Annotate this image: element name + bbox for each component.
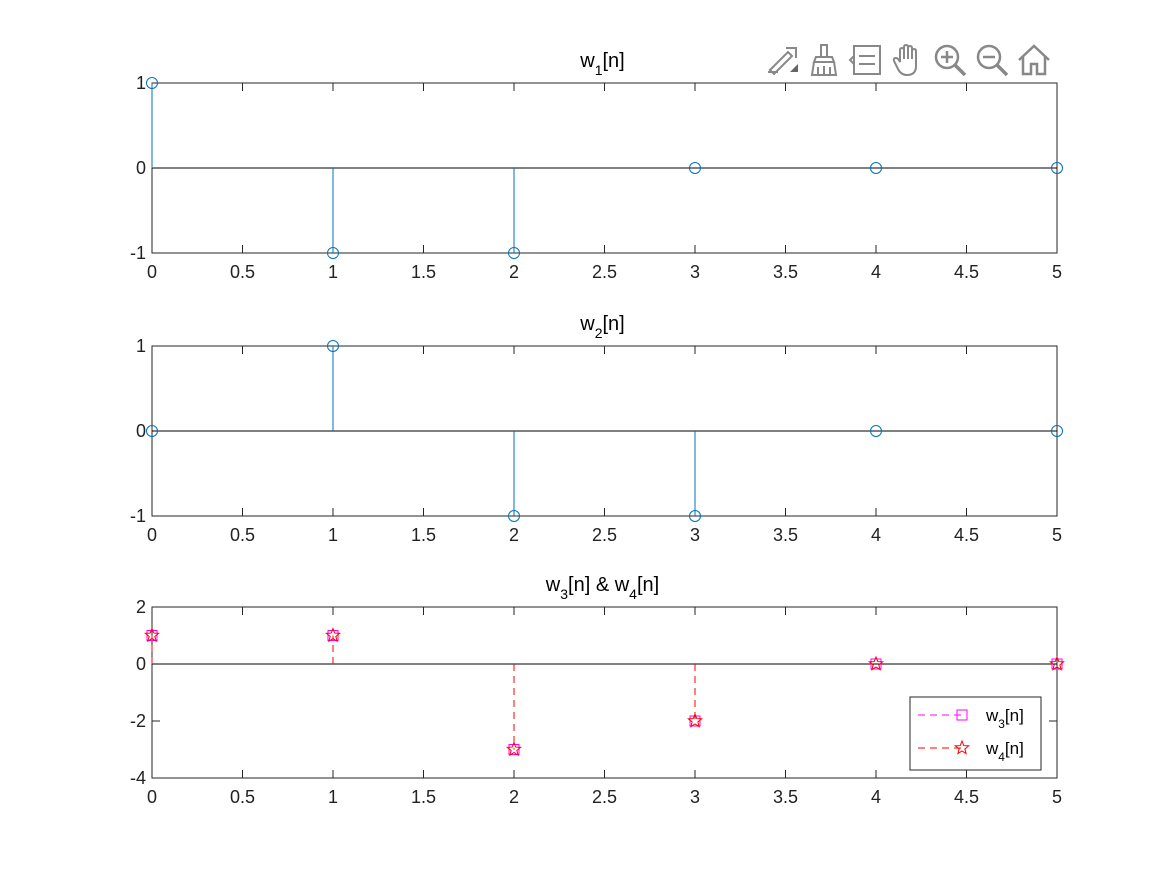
zoom-out-button[interactable] bbox=[972, 40, 1012, 80]
series-2 bbox=[144, 627, 1065, 757]
legend-marker bbox=[954, 739, 970, 755]
x-tick-label: 4.5 bbox=[954, 262, 979, 282]
subplot-title: w2[n] bbox=[579, 313, 625, 341]
stem-marker bbox=[327, 247, 339, 259]
stem-marker bbox=[1051, 658, 1063, 670]
pan-button[interactable] bbox=[888, 40, 928, 80]
x-tick-label: 2.5 bbox=[592, 525, 617, 545]
x-tick-label: 3 bbox=[690, 525, 700, 545]
x-tick-label: 1.5 bbox=[411, 525, 436, 545]
x-tick-label: 2 bbox=[509, 262, 519, 282]
x-tick-label: 4.5 bbox=[954, 787, 979, 807]
series-1 bbox=[146, 340, 1063, 522]
subplot-3: 0 0.5 1 1.5 2 2.5 3 3.5 4 4.5 5 -4 -2 0 2 w3[n] & w4[n]… bbox=[130, 574, 1065, 807]
x-tick-label: 0 bbox=[147, 787, 157, 807]
y-tick-label: 0 bbox=[136, 158, 146, 178]
x-tick-label: 3.5 bbox=[773, 262, 798, 282]
zoom-in-button[interactable] bbox=[930, 40, 970, 80]
x-tick-label: 3 bbox=[690, 787, 700, 807]
x-tick-label: 0.5 bbox=[230, 262, 255, 282]
stem-marker bbox=[1051, 162, 1063, 174]
legend-label: w3[n] bbox=[985, 706, 1024, 731]
x-tick-label: 4 bbox=[871, 525, 881, 545]
legend-box bbox=[909, 696, 1042, 771]
x-tick-label: 0.5 bbox=[230, 787, 255, 807]
stem-marker bbox=[325, 627, 341, 643]
y-tick-label: -1 bbox=[130, 506, 146, 526]
legend: w3[n] w4[n] bbox=[909, 696, 1042, 771]
stem-marker bbox=[689, 162, 701, 174]
stem-marker bbox=[508, 744, 520, 755]
x-tick-label: 5 bbox=[1052, 525, 1062, 545]
axes-box bbox=[151, 606, 1058, 779]
stem-marker bbox=[506, 741, 522, 757]
stem-marker bbox=[327, 340, 339, 352]
x-tick-label: 2 bbox=[509, 525, 519, 545]
y-tick-label: 0 bbox=[136, 654, 146, 674]
y-tick-label: 0 bbox=[136, 421, 146, 441]
x-tick-label: 2.5 bbox=[592, 262, 617, 282]
stem-marker bbox=[1049, 655, 1065, 671]
datatip-button[interactable] bbox=[846, 40, 886, 80]
x-tick-label: 2 bbox=[509, 787, 519, 807]
series-1 bbox=[146, 77, 1063, 259]
x-tick-label: 4 bbox=[871, 787, 881, 807]
stem-marker bbox=[689, 510, 701, 522]
y-tick-label: -2 bbox=[130, 711, 146, 731]
x-tick-label: 0.5 bbox=[230, 525, 255, 545]
y-tick-label: 1 bbox=[136, 336, 146, 356]
stem-marker bbox=[327, 630, 339, 641]
x-tick-label: 4 bbox=[871, 262, 881, 282]
y-tick-label: 2 bbox=[136, 597, 146, 617]
home-icon bbox=[1018, 44, 1050, 76]
zoom-out-icon bbox=[976, 44, 1009, 77]
x-tick-label: 1.5 bbox=[411, 262, 436, 282]
pan-hand-icon bbox=[892, 43, 917, 77]
legend-label: w4[n] bbox=[985, 739, 1024, 764]
legend-marker bbox=[956, 709, 968, 721]
x-tick-label: 1 bbox=[328, 525, 338, 545]
x-tick-label: 3 bbox=[690, 262, 700, 282]
x-tick-label: 1 bbox=[328, 787, 338, 807]
stem-marker bbox=[508, 247, 520, 259]
export-icon bbox=[768, 47, 798, 76]
x-tick-label: 5 bbox=[1052, 787, 1062, 807]
x-tick-label: 2.5 bbox=[592, 787, 617, 807]
stem-marker bbox=[146, 425, 158, 437]
zoom-in-icon bbox=[934, 44, 967, 77]
x-tick-label: 3.5 bbox=[773, 525, 798, 545]
stem-marker bbox=[146, 77, 158, 89]
y-tick-label: -4 bbox=[130, 768, 146, 788]
stem-marker bbox=[870, 425, 882, 437]
axes-toolbar bbox=[762, 40, 1054, 80]
stem-marker bbox=[1051, 425, 1063, 437]
y-tick-label: -1 bbox=[130, 243, 146, 263]
x-tick-label: 0 bbox=[147, 525, 157, 545]
brush-icon bbox=[810, 44, 838, 76]
x-tick-label: 1.5 bbox=[411, 787, 436, 807]
subplot-title: w3[n] & w4[n] bbox=[545, 574, 659, 602]
x-tick-label: 5 bbox=[1052, 262, 1062, 282]
stem-marker bbox=[870, 658, 882, 670]
stem-marker bbox=[687, 712, 703, 728]
stem-marker bbox=[868, 655, 884, 671]
datatip-icon bbox=[848, 45, 881, 75]
x-tick-label: 0 bbox=[147, 262, 157, 282]
y-tick-label: 1 bbox=[136, 73, 146, 93]
x-tick-label: 1 bbox=[328, 262, 338, 282]
stem-marker bbox=[146, 630, 158, 641]
x-tick-label: 4.5 bbox=[954, 525, 979, 545]
stem-marker bbox=[508, 510, 520, 522]
x-tick-label: 3.5 bbox=[773, 787, 798, 807]
brush-button[interactable] bbox=[804, 40, 844, 80]
stem-marker bbox=[144, 627, 160, 643]
restore-view-button[interactable] bbox=[1014, 40, 1054, 80]
export-button[interactable] bbox=[762, 40, 802, 80]
stem-marker bbox=[870, 162, 882, 174]
subplot-title: w1[n] bbox=[579, 50, 625, 78]
